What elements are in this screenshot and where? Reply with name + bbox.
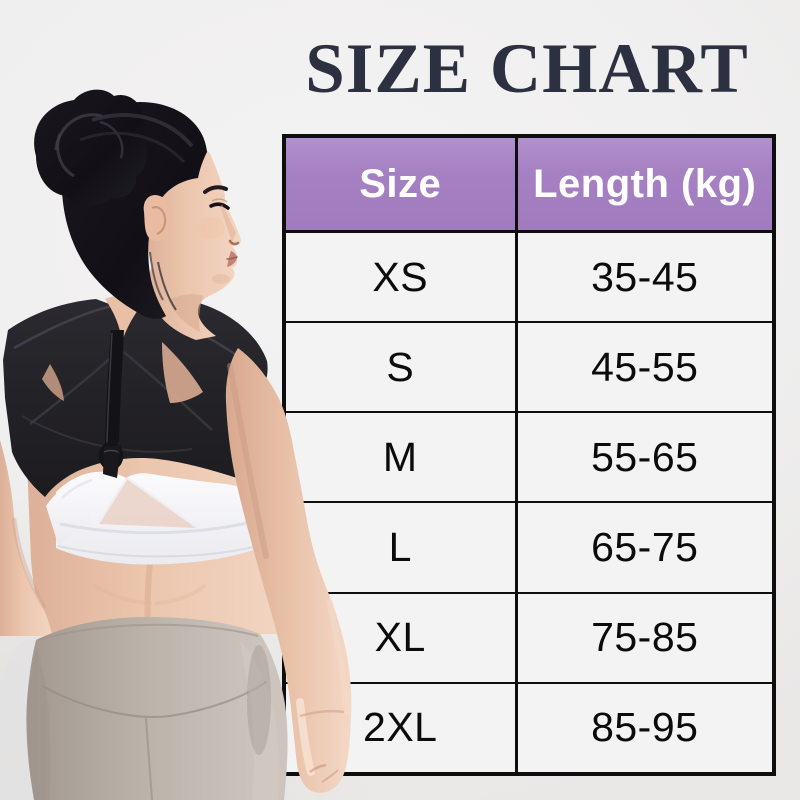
size-cell: XL xyxy=(283,591,518,684)
weight-range-cell: 85-95 xyxy=(515,681,775,776)
page-title: SIZE CHART xyxy=(305,30,749,108)
weight-range-cell: 35-45 xyxy=(515,230,775,324)
skin-window-left xyxy=(42,364,64,401)
posture-corrector-straps xyxy=(3,295,268,497)
table-row-xs: XS 35-45 xyxy=(283,230,775,324)
lips xyxy=(227,251,237,267)
cheek-blush xyxy=(197,217,225,239)
length-column-header: Length (kg) xyxy=(515,135,775,233)
table-row-s: S 45-55 xyxy=(283,321,775,414)
size-column-header: Size xyxy=(283,135,518,233)
left-arm xyxy=(0,440,52,636)
sports-bra xyxy=(46,471,260,565)
eyebrow xyxy=(203,185,228,194)
table-row-l: L 65-75 xyxy=(283,501,775,594)
size-cell: L xyxy=(283,501,518,594)
size-cell: XS xyxy=(283,230,518,324)
ear xyxy=(143,194,173,242)
nose-shading xyxy=(220,204,236,242)
chin-shadow xyxy=(212,274,230,284)
hair-bun xyxy=(34,89,149,207)
torso-skin xyxy=(26,310,295,634)
face xyxy=(144,138,241,340)
size-cell: 2XL xyxy=(283,681,518,776)
mesh-panel xyxy=(98,478,198,528)
weight-range-cell: 45-55 xyxy=(515,321,775,414)
background-shadow xyxy=(0,640,64,800)
header-row: Size Length (kg) xyxy=(283,135,775,233)
weight-range-cell: 55-65 xyxy=(515,411,775,504)
weight-range-cell: 65-75 xyxy=(515,501,775,594)
table-row-m: M 55-65 xyxy=(283,411,775,504)
size-chart-table: Size Length (kg) XS 35-45 S 45-55 M 55-6… xyxy=(282,134,776,776)
leggings xyxy=(26,617,288,800)
skin-window-right xyxy=(162,342,203,403)
table-row-2xl: 2XL 85-95 xyxy=(283,681,775,776)
eye xyxy=(209,202,230,210)
adjuster-strap xyxy=(98,330,124,478)
table-row-xl: XL 75-85 xyxy=(283,591,775,684)
neck-skin-notch xyxy=(105,295,146,341)
hair xyxy=(34,89,208,319)
nostril xyxy=(228,239,240,246)
facial-features xyxy=(203,185,240,284)
size-cell: S xyxy=(283,321,518,414)
arm-shadow-on-hip xyxy=(247,645,271,755)
weight-range-cell: 75-85 xyxy=(515,591,775,684)
size-cell: M xyxy=(283,411,518,504)
